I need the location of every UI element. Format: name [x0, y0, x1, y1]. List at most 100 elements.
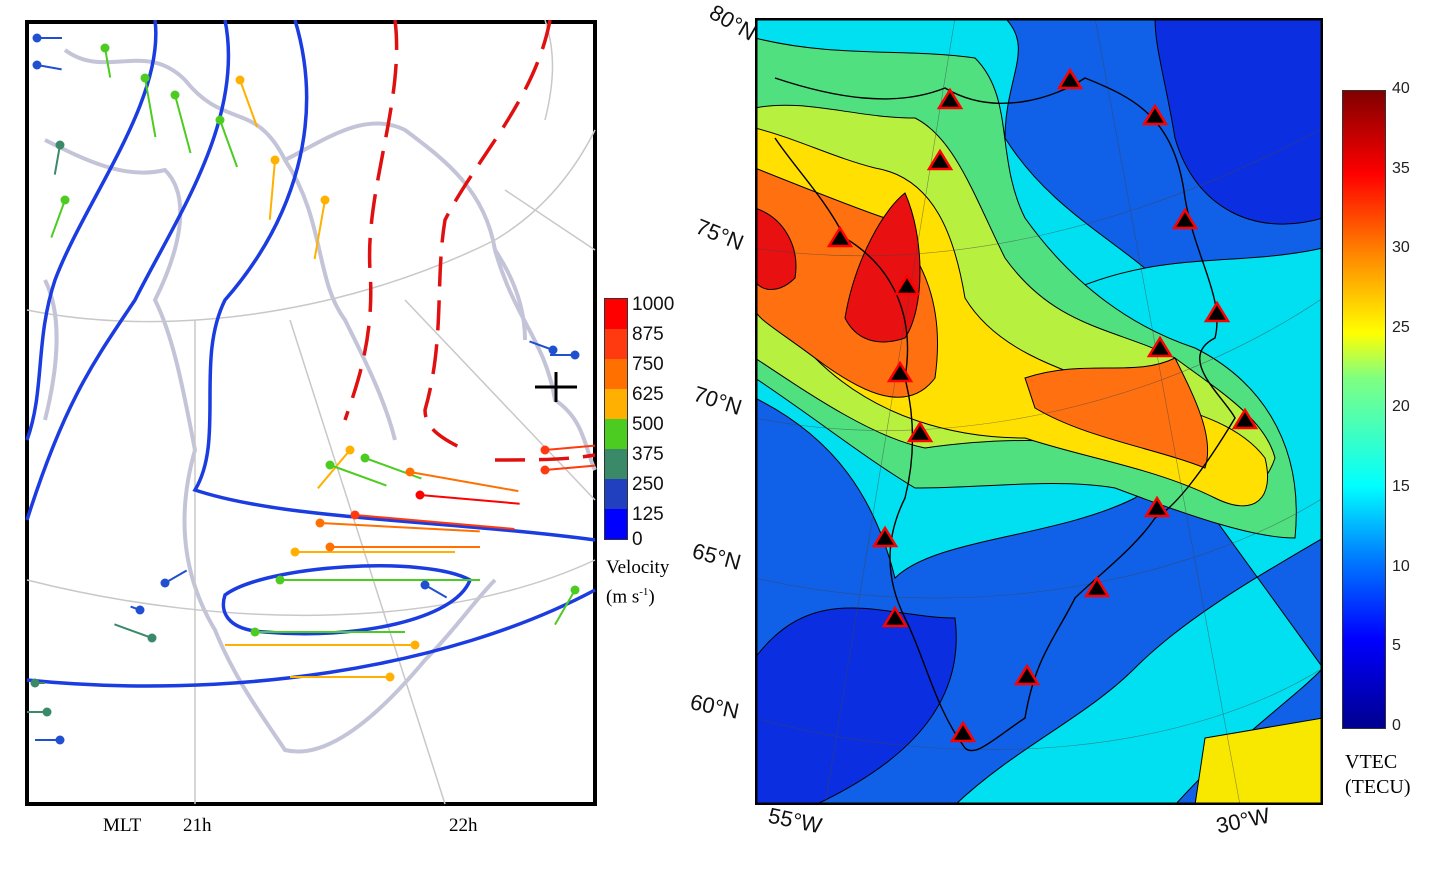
legend-title-line1: Velocity — [606, 557, 670, 578]
velocity-vector-origin — [415, 490, 425, 500]
lon-label-55w: 55°W — [766, 802, 825, 839]
velocity-label: 875 — [632, 324, 664, 345]
station-triangle-icon — [936, 87, 964, 110]
mlt-tick-22h: 22h — [449, 815, 478, 836]
colorbar-tick-label: 40 — [1392, 80, 1410, 97]
velocity-vector-origin — [250, 627, 260, 637]
velocity-vector-origin — [55, 140, 65, 150]
legend-title-line2: (m s-1) — [606, 580, 669, 609]
velocity-label: 750 — [632, 354, 664, 375]
lon-label-30w: 30°W — [1213, 802, 1272, 839]
unit-end: ) — [648, 586, 655, 608]
vtec-colorbar — [1342, 90, 1386, 729]
station-triangle-icon — [1231, 407, 1259, 430]
station-triangle-icon — [926, 148, 954, 171]
station-triangle-icon — [1013, 663, 1041, 686]
velocity-label: 0 — [632, 529, 643, 550]
velocity-vector-origin — [350, 510, 360, 520]
map-frame — [755, 18, 1323, 805]
colorbar-tick-label: 0 — [1392, 716, 1401, 734]
velocity-vector — [409, 471, 519, 493]
station-triangle-icon — [886, 360, 914, 383]
velocity-legend-title: Velocity (m s-1) — [606, 556, 669, 609]
velocity-swatch — [605, 299, 627, 329]
velocity-vector — [544, 464, 595, 471]
velocity-swatch — [605, 509, 627, 539]
velocity-vector — [354, 514, 515, 530]
station-triangle-icon — [881, 605, 909, 628]
velocity-swatch — [605, 419, 627, 449]
velocity-vector-origin — [160, 578, 170, 588]
velocity-vector-origin — [385, 672, 395, 682]
velocity-vector-origin — [32, 60, 42, 70]
station-triangle-icon — [1203, 300, 1231, 323]
velocity-vector-origin — [215, 115, 225, 125]
velocity-vector-origin — [55, 735, 65, 745]
velocity-vector-origin — [140, 73, 150, 83]
velocity-colorbar — [604, 298, 628, 540]
velocity-vector-origin — [135, 605, 145, 615]
velocity-swatch — [605, 479, 627, 509]
station-triangle-icon — [826, 225, 854, 248]
station-triangle-icon — [906, 420, 934, 443]
station-triangle-icon — [1141, 103, 1169, 126]
velocity-vector — [544, 444, 595, 451]
colorbar-tick-label: 30 — [1392, 239, 1410, 257]
colorbar-tick-label: 15 — [1392, 478, 1410, 495]
velocity-vector-origin — [32, 33, 42, 43]
velocity-vector-origin — [405, 467, 415, 477]
velocity-vector — [144, 77, 157, 138]
lat-label-60n: 60°N — [688, 689, 742, 724]
velocity-vector-origin — [315, 518, 325, 528]
velocity-vector-origin — [290, 547, 300, 557]
colorbar-tick-label: 25 — [1392, 318, 1410, 336]
vtec-colorbar-title: VTEC (TECU) — [1345, 750, 1411, 800]
lat-label-75n: 75°N — [692, 213, 748, 256]
velocity-map — [25, 20, 597, 806]
velocity-label: 500 — [632, 414, 664, 435]
vtec-contours — [755, 18, 1323, 805]
velocity-label: 625 — [632, 384, 664, 405]
velocity-vector — [219, 119, 239, 168]
lat-label-80n: 80°N — [705, 0, 761, 46]
convection-contours-red — [343, 20, 596, 462]
velocity-vector — [50, 199, 66, 238]
velocity-vector — [239, 79, 259, 128]
velocity-vector-origin — [548, 345, 558, 355]
velocity-vector-origin — [360, 453, 370, 463]
station-triangle-icon — [1143, 495, 1171, 518]
greenland-coastline — [774, 77, 1236, 752]
colorbar-title-line2: (TECU) — [1345, 776, 1411, 798]
station-triangle-icon — [1056, 67, 1084, 90]
velocity-vector — [329, 464, 387, 487]
station-triangle-icon — [1171, 207, 1199, 230]
pole-marker-icon — [535, 372, 577, 402]
velocity-label: 125 — [632, 504, 664, 525]
graticule — [755, 18, 1323, 805]
colorbar-tick-label: 35 — [1392, 159, 1410, 177]
velocity-vector-origin — [30, 678, 40, 688]
velocity-vector — [174, 94, 192, 154]
velocity-vectors — [27, 33, 595, 745]
lat-label-70n: 70°N — [690, 381, 745, 421]
velocity-vector-origin — [420, 580, 430, 590]
velocity-vector-origin — [100, 43, 110, 53]
velocity-vector-origin — [540, 445, 550, 455]
velocity-vector-origin — [345, 445, 355, 455]
colorbar-tick-label: 10 — [1392, 557, 1410, 575]
velocity-swatch — [605, 359, 627, 389]
velocity-swatch — [605, 329, 627, 359]
velocity-vector-origin — [235, 75, 245, 85]
colorbar-tick-label: 5 — [1392, 637, 1401, 655]
velocity-vector — [319, 522, 480, 533]
vtec-map-panel — [755, 18, 1323, 805]
mlt-label: MLT — [103, 815, 142, 836]
velocity-vector-origin — [170, 90, 180, 100]
station-triangle-icon — [1146, 335, 1174, 358]
velocity-label: 375 — [632, 444, 664, 465]
station-triangle-icon — [871, 525, 899, 548]
velocity-vector-origin — [42, 707, 52, 717]
velocity-vector-origin — [270, 155, 280, 165]
velocity-swatch — [605, 449, 627, 479]
colorbar-tick-label: 20 — [1392, 398, 1410, 416]
